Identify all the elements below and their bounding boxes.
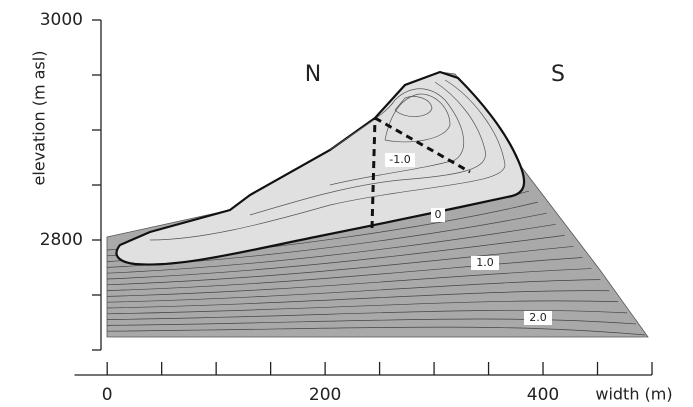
side-label: S xyxy=(551,62,565,87)
contour-line xyxy=(106,279,601,303)
ice-region xyxy=(115,70,526,266)
y-axis-title: elevation (m asl) xyxy=(30,51,49,186)
contour-line xyxy=(106,309,628,320)
contour-label: -1.0 xyxy=(389,153,410,166)
contour-line xyxy=(106,257,583,291)
contour-label-box xyxy=(431,208,445,222)
y-tick-label: 3000 xyxy=(40,10,83,30)
contour-line xyxy=(106,235,565,280)
contour-line xyxy=(106,318,637,326)
contour-label: 2.0 xyxy=(529,311,547,324)
contour-line xyxy=(106,326,646,336)
contour-line xyxy=(106,290,610,309)
x-axis-title: width (m) xyxy=(595,385,672,404)
contour-line xyxy=(106,300,619,315)
x-tick-label: 200 xyxy=(309,385,341,405)
x-tick-label: 400 xyxy=(527,385,559,405)
x-tick-label: 0 xyxy=(102,385,113,405)
contour-line xyxy=(106,268,592,297)
ice-contours xyxy=(149,79,506,241)
y-tick-label: 2800 xyxy=(40,230,83,250)
dashed-lines xyxy=(370,116,471,229)
contour-label-box xyxy=(471,256,499,270)
side-label: N xyxy=(305,62,321,87)
contour-label: 0 xyxy=(435,208,442,221)
contour-label: 1.0 xyxy=(476,256,494,269)
contour-line xyxy=(106,223,556,274)
contour-label-box xyxy=(385,153,415,167)
contour-label-box xyxy=(524,311,552,325)
contour-line xyxy=(106,246,574,286)
